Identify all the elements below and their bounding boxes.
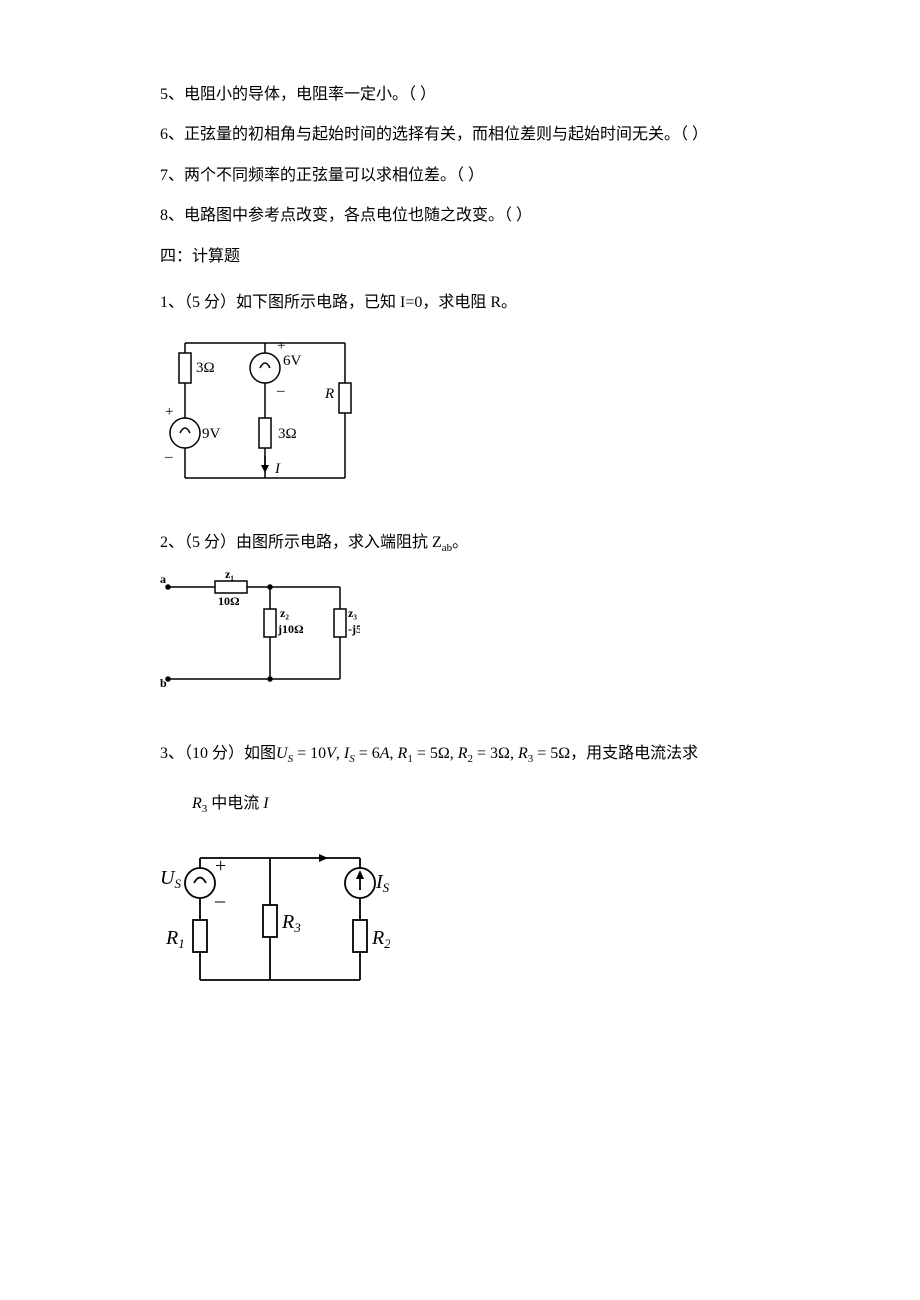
circuit3-R2: R2: [371, 927, 390, 951]
question-6: 6、正弦量的初相角与起始时间的选择有关，而相位差则与起始时间无关。（ ）: [160, 120, 760, 150]
circuit2-z1v-label: 10Ω: [218, 594, 240, 608]
circuit3-Is: IS: [375, 871, 390, 895]
circuit3-minus: _: [214, 883, 226, 905]
question-7: 7、两个不同频率的正弦量可以求相位差。（ ）: [160, 161, 760, 191]
calc-question-3-line2: R3 中电流 I: [160, 789, 760, 820]
circuit1-minus2: _: [164, 444, 173, 460]
circuit2-z3v-label: -j5Ω: [348, 622, 360, 636]
circuit3-plus: +: [215, 855, 226, 877]
circuit2-z2-label: z₂: [280, 606, 289, 620]
circuit1-v2-label: 9V: [202, 426, 221, 442]
circuit-2: a b z₁ 10Ω z₂ j10Ω z₃ -j5Ω: [160, 569, 760, 699]
calc-question-2: 2、（5 分）由图所示电路，求入端阻抗 Zab。: [160, 528, 760, 559]
calc-question-1: 1、（5 分）如下图所示电路，已知 I=0，求电阻 R。: [160, 288, 760, 318]
circuit2-a-label: a: [160, 572, 166, 586]
circuit2-z1-label: z₁: [225, 569, 234, 581]
circuit3-R3: R3: [281, 911, 301, 935]
circuit3-Us: US: [160, 867, 181, 891]
circuit3-R1: R1: [165, 927, 185, 951]
circuit1-R-label: R: [324, 386, 334, 402]
circuit-1: 3Ω 6V + _ R + _ 9V 3Ω I: [160, 328, 760, 498]
circuit2-b-label: b: [160, 676, 167, 690]
circuit-3: US + _ IS R1 R3 R2: [160, 840, 760, 1000]
circuit1-v1-label: 6V: [283, 353, 302, 369]
calc-question-3: 3、（10 分）如图US = 10V, IS = 6A, R1 = 5Ω, R2…: [160, 739, 760, 770]
circuit1-I-label: I: [274, 461, 281, 477]
circuit1-r1-label: 3Ω: [196, 360, 215, 376]
question-5: 5、电阻小的导体，电阻率一定小。（ ）: [160, 80, 760, 110]
circuit2-z3-label2: z₃: [348, 606, 357, 620]
circuit1-minus1: _: [276, 378, 285, 394]
question-8: 8、电路图中参考点改变，各点电位也随之改变。（ ）: [160, 201, 760, 231]
circuit2-z2v-label: j10Ω: [277, 622, 304, 636]
section-4-title: 四：计算题: [160, 242, 760, 272]
circuit1-plus2: +: [165, 404, 173, 420]
circuit1-r3-label: 3Ω: [278, 426, 297, 442]
circuit1-plus1: +: [277, 338, 285, 354]
